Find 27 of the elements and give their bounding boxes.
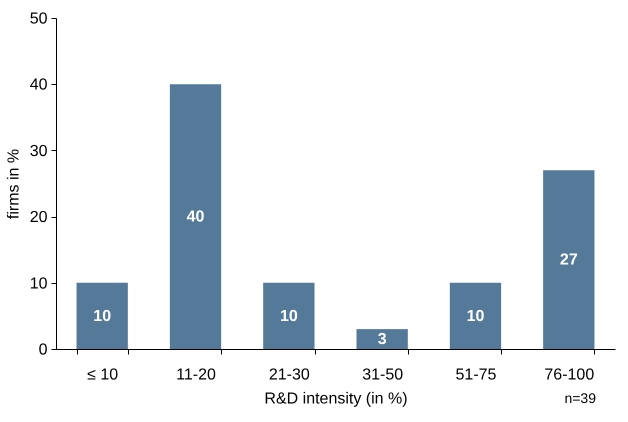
data-label: 40 xyxy=(186,208,205,226)
y-tick-label: 30 xyxy=(30,142,48,160)
x-tick-label: 31-50 xyxy=(362,366,404,384)
y-tick-label: 40 xyxy=(30,76,48,94)
x-tick-label: 76-100 xyxy=(544,366,594,384)
x-tick-label: 51-75 xyxy=(456,366,497,384)
y-tick-label: 20 xyxy=(30,209,48,226)
bar xyxy=(450,282,502,349)
data-label: 3 xyxy=(378,331,387,348)
bar xyxy=(76,282,128,349)
y-tick-label: 0 xyxy=(38,342,48,358)
bar xyxy=(170,84,222,349)
text: n=39 xyxy=(564,390,596,406)
bar xyxy=(543,170,594,349)
x-tick-label: 21-30 xyxy=(268,366,310,384)
data-label: 27 xyxy=(560,252,578,269)
x-axis-title: R&D intensity (in %) xyxy=(264,390,408,408)
y-axis-title: firms in % xyxy=(6,148,23,220)
data-label: 10 xyxy=(280,308,298,325)
x-tick-label: 11-20 xyxy=(176,366,216,384)
data-label: 10 xyxy=(466,308,484,325)
bar xyxy=(263,282,315,349)
x-tick-label: ≤ 10 xyxy=(87,366,118,384)
bar xyxy=(356,329,408,349)
y-tick-label: 10 xyxy=(30,275,48,292)
y-tick-label: 50 xyxy=(30,10,48,28)
data-label: 10 xyxy=(93,308,112,325)
